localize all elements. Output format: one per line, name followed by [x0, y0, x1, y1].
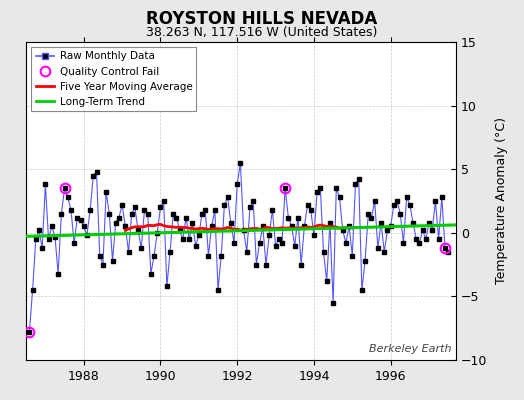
Text: ROYSTON HILLS NEVADA: ROYSTON HILLS NEVADA: [146, 10, 378, 28]
Text: 38.263 N, 117.516 W (United States): 38.263 N, 117.516 W (United States): [146, 26, 378, 39]
Legend: Raw Monthly Data, Quality Control Fail, Five Year Moving Average, Long-Term Tren: Raw Monthly Data, Quality Control Fail, …: [31, 47, 196, 111]
Text: Berkeley Earth: Berkeley Earth: [369, 344, 452, 354]
Y-axis label: Temperature Anomaly (°C): Temperature Anomaly (°C): [496, 118, 508, 284]
